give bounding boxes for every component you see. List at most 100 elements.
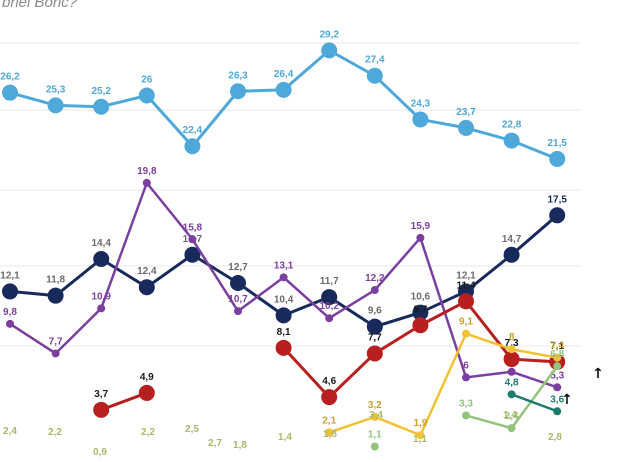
series-4-point xyxy=(507,345,516,354)
series-1-point xyxy=(366,318,383,335)
series-3-point xyxy=(138,384,155,401)
series-1-data-label: 10,4 xyxy=(274,294,294,305)
series-3-data-label: 7,3 xyxy=(505,338,519,349)
series-1-data-label: 11,7 xyxy=(320,276,339,287)
series-0-point xyxy=(412,111,429,128)
series-0-data-label: 26,3 xyxy=(228,70,248,81)
minor-data-label: 2,2 xyxy=(141,427,155,438)
series-3-data-label: 4,9 xyxy=(140,372,154,383)
series-2-data-label: 9,8 xyxy=(3,307,17,318)
series-0-data-label: 23,7 xyxy=(456,107,476,118)
series-6-data-label: 4,8 xyxy=(505,377,519,388)
series-0-line xyxy=(9,48,558,161)
series-5-point xyxy=(462,411,470,420)
series-1-data-label: 11,8 xyxy=(46,275,65,286)
series-3-data-label: 4,6 xyxy=(322,376,336,387)
minor-data-label: 1,8 xyxy=(323,429,337,440)
series-4-point xyxy=(553,353,562,362)
minor-data-label: 2,8 xyxy=(548,432,562,443)
minor-data-label: 2,7 xyxy=(208,438,222,449)
series-4-line xyxy=(328,332,558,437)
series-1-point xyxy=(184,246,201,263)
series-0-data-label: 27,4 xyxy=(365,55,385,66)
series-0-point xyxy=(458,119,474,136)
minor-data-label: 2,5 xyxy=(185,424,199,435)
series-1-point xyxy=(230,274,246,291)
series-0-data-label: 25,2 xyxy=(91,86,111,97)
series-0-point xyxy=(47,97,64,114)
series-1-point xyxy=(47,287,64,304)
series-2-point xyxy=(370,286,379,295)
series-2-data-label: 7,7 xyxy=(49,336,63,347)
series-2-point xyxy=(553,383,562,392)
series-1-point xyxy=(275,307,292,324)
series-3-data-label: 8,1 xyxy=(277,327,291,338)
series-2-point xyxy=(51,349,60,358)
series-1-data-label: 9,6 xyxy=(368,306,382,317)
series-0-data-label: 21,5 xyxy=(547,138,567,149)
chart-title: briel Boric? xyxy=(2,0,78,11)
series-0-point xyxy=(184,138,201,155)
series-4-point xyxy=(325,428,334,437)
series-5-point xyxy=(553,362,562,371)
series-1-point xyxy=(412,304,429,321)
series-3-data-label: 11,4 xyxy=(457,280,476,291)
series-3-data-label: 7,7 xyxy=(368,332,382,343)
series-2-point xyxy=(462,373,470,382)
series-5-data-label: 2,4 xyxy=(505,411,519,422)
series-2-data-label: 6 xyxy=(463,360,469,371)
series-1-point xyxy=(503,246,520,263)
series-6-point xyxy=(507,390,516,399)
minor-data-label: 0,9 xyxy=(93,447,107,458)
series-2-data-label: 19,8 xyxy=(137,166,157,177)
minor-data-label: 1,8 xyxy=(233,440,247,451)
series-2-data-label: 10,7 xyxy=(228,294,248,305)
series-2-data-label: 13,1 xyxy=(274,260,294,271)
series-0-data-label: 26 xyxy=(141,74,153,85)
series-6-point xyxy=(553,407,562,416)
minor-data-label: 1,1 xyxy=(413,434,427,445)
series-5-data-label: 3,3 xyxy=(459,398,473,409)
series-2-point xyxy=(507,367,516,376)
series-2-data-label: 15,8 xyxy=(183,222,203,233)
series-3-point xyxy=(275,339,292,356)
series-0-data-label: 24,3 xyxy=(411,98,431,109)
series-4-data-label: 3,2 xyxy=(368,400,382,411)
series-2-point xyxy=(142,178,151,187)
series-3-data-label: 3,7 xyxy=(94,389,108,400)
series-1-data-label: 12,1 xyxy=(456,270,476,281)
series-3-point xyxy=(458,293,474,310)
series-2-data-label: 5,3 xyxy=(550,370,564,381)
series-1-point xyxy=(93,251,110,268)
series-2-data-label: 10,9 xyxy=(91,291,111,302)
series-3-data-label: 9,7 xyxy=(413,304,427,315)
series-2-point xyxy=(188,235,197,244)
minor-data-label: 2,4 xyxy=(3,426,17,437)
series-1-point xyxy=(321,289,338,306)
series-1-point xyxy=(549,207,566,224)
series-4-data-label: 7,4 xyxy=(550,341,564,352)
series-0-data-label: 22,4 xyxy=(183,125,203,136)
series-2-point xyxy=(416,233,425,242)
series-2-data-label: 15,9 xyxy=(411,221,431,232)
series-2-data-label: 10,2 xyxy=(319,301,339,312)
series-2-point xyxy=(279,273,288,282)
series-3-point xyxy=(503,351,520,368)
series-1-point xyxy=(2,283,18,300)
series-2-point xyxy=(234,307,242,316)
series-0-data-label: 26,2 xyxy=(0,72,20,83)
series-3-data-label: 7,1 xyxy=(550,341,564,352)
series-0-point xyxy=(503,132,520,149)
series-5-data-label: 6,8 xyxy=(550,349,564,360)
minor-data-label: 1,4 xyxy=(278,432,292,443)
series-0-data-label: 22,8 xyxy=(502,120,522,131)
minor-data-label: 3,4 xyxy=(369,410,383,421)
series-0-data-label: 25,3 xyxy=(46,84,66,95)
series-0-point xyxy=(230,83,246,100)
series-1-data-label: 12,7 xyxy=(228,262,248,273)
series-0-point xyxy=(138,87,155,104)
series-1-data-label: 12,4 xyxy=(137,266,157,277)
arrow-icon: ↑ xyxy=(561,392,573,408)
series-3-point xyxy=(366,345,383,362)
